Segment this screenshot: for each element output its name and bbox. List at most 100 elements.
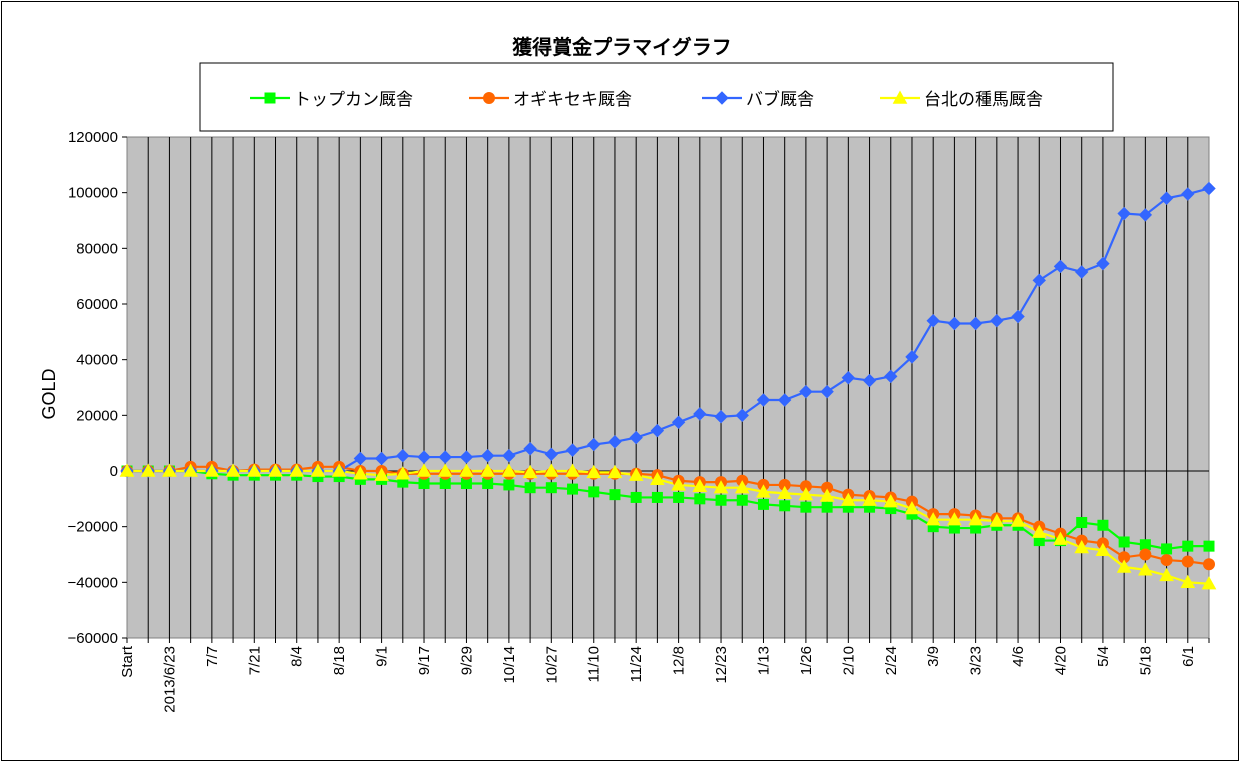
- data-point-circle: [1139, 548, 1152, 561]
- data-point-triangle: [713, 480, 729, 494]
- x-tick-label: 2/10: [840, 646, 857, 675]
- data-point-diamond: [947, 316, 962, 331]
- data-point-circle: [1181, 555, 1194, 568]
- data-point-diamond: [374, 451, 389, 466]
- data-point-diamond: [735, 408, 749, 423]
- data-point-triangle: [862, 492, 877, 506]
- data-point-diamond: [565, 443, 580, 457]
- x-tick-label: 8/18: [331, 646, 348, 675]
- data-point-square: [524, 482, 536, 494]
- data-point-triangle: [892, 90, 908, 104]
- data-point-triangle: [395, 466, 411, 480]
- x-tick-label: 8/4: [289, 646, 306, 667]
- data-point-triangle: [925, 512, 941, 526]
- data-point-circle: [1160, 554, 1173, 567]
- data-point-square: [609, 489, 621, 501]
- data-point-triangle: [183, 463, 198, 477]
- data-point-diamond: [1138, 208, 1153, 222]
- x-tick-label: 1/26: [798, 646, 815, 675]
- data-point-triangle: [565, 463, 580, 477]
- chart-title: 獲得賞金プラマイグラフ: [512, 35, 732, 59]
- y-tick-label: 120000: [68, 129, 118, 146]
- data-point-triangle: [1074, 540, 1090, 554]
- data-point-square: [1118, 536, 1130, 548]
- data-point-circle: [483, 92, 495, 104]
- data-point-diamond: [502, 448, 516, 463]
- data-point-square: [1076, 516, 1088, 528]
- data-point-triangle: [1010, 513, 1026, 527]
- y-tick-label: 40000: [76, 352, 118, 369]
- data-point-diamond: [862, 373, 877, 388]
- data-point-square: [1161, 543, 1173, 555]
- data-point-triangle: [140, 463, 156, 477]
- data-point-triangle: [437, 463, 453, 477]
- data-point-square: [651, 491, 663, 503]
- data-point-diamond: [799, 384, 813, 399]
- data-point-triangle: [204, 463, 220, 477]
- data-point-circle: [1203, 558, 1215, 571]
- data-point-square: [630, 491, 642, 503]
- x-tick-label: 11/10: [586, 646, 603, 682]
- data-point-diamond: [1096, 256, 1110, 271]
- data-point-diamond: [1011, 309, 1025, 324]
- data-point-diamond: [820, 384, 834, 399]
- x-tick-label: 3/9: [925, 646, 942, 667]
- data-point-diamond: [714, 410, 728, 424]
- data-point-triangle: [671, 477, 686, 491]
- data-point-triangle: [1201, 576, 1217, 590]
- data-point-triangle: [628, 467, 644, 481]
- x-tick-label: 7/21: [246, 646, 263, 675]
- data-point-square: [264, 92, 276, 104]
- data-point-triangle: [289, 463, 305, 477]
- data-point-diamond: [353, 451, 368, 466]
- data-point-square: [460, 478, 472, 490]
- data-point-diamond: [905, 350, 919, 364]
- data-point-triangle: [1031, 524, 1047, 538]
- data-point-square: [588, 486, 600, 498]
- data-point-diamond: [629, 430, 643, 445]
- legend-label: 台北の種馬厩舎: [924, 90, 1043, 110]
- data-point-square: [715, 494, 727, 506]
- data-point-diamond: [1159, 191, 1174, 205]
- data-point-triangle: [756, 484, 771, 498]
- data-point-triangle: [968, 512, 983, 526]
- data-point-square: [694, 493, 706, 505]
- series-line: [127, 469, 1210, 585]
- y-tick-label: −60000: [68, 630, 118, 647]
- data-point-diamond: [671, 415, 686, 429]
- x-tick-label: 10/14: [501, 646, 518, 684]
- data-point-triangle: [480, 463, 496, 477]
- x-tick-label: 12/8: [671, 646, 688, 675]
- data-point-diamond: [990, 313, 1004, 328]
- data-point-diamond: [756, 393, 771, 407]
- data-point-triangle: [119, 463, 135, 477]
- data-point-triangle: [162, 463, 177, 477]
- x-tick-label: 9/29: [458, 646, 475, 675]
- data-point-triangle: [777, 485, 793, 499]
- data-point-triangle: [459, 463, 474, 477]
- x-tick-label: Start: [119, 645, 136, 678]
- legend-box: [199, 62, 1114, 132]
- data-point-triangle: [840, 492, 856, 506]
- data-point-triangle: [1180, 574, 1196, 589]
- data-point-triangle: [989, 513, 1005, 527]
- x-tick-label: 2/24: [883, 646, 900, 675]
- data-point-square: [418, 478, 430, 490]
- data-point-diamond: [1074, 265, 1089, 279]
- y-tick-label: 20000: [76, 407, 118, 424]
- data-point-triangle: [225, 463, 241, 477]
- data-point-diamond: [1181, 187, 1195, 201]
- legend-label: バブ厩舎: [746, 89, 814, 110]
- x-tick-label: 12/23: [713, 646, 730, 684]
- data-point-triangle: [416, 463, 432, 477]
- x-tick-label: 1/13: [755, 646, 772, 675]
- data-point-square: [757, 498, 769, 510]
- y-tick-label: −20000: [68, 519, 118, 536]
- data-point-square: [439, 478, 451, 490]
- data-point-triangle: [586, 464, 602, 479]
- data-point-diamond: [777, 393, 792, 407]
- data-point-triangle: [331, 463, 347, 477]
- data-point-square: [567, 483, 579, 495]
- data-point-diamond: [884, 369, 898, 384]
- data-point-diamond: [968, 316, 983, 331]
